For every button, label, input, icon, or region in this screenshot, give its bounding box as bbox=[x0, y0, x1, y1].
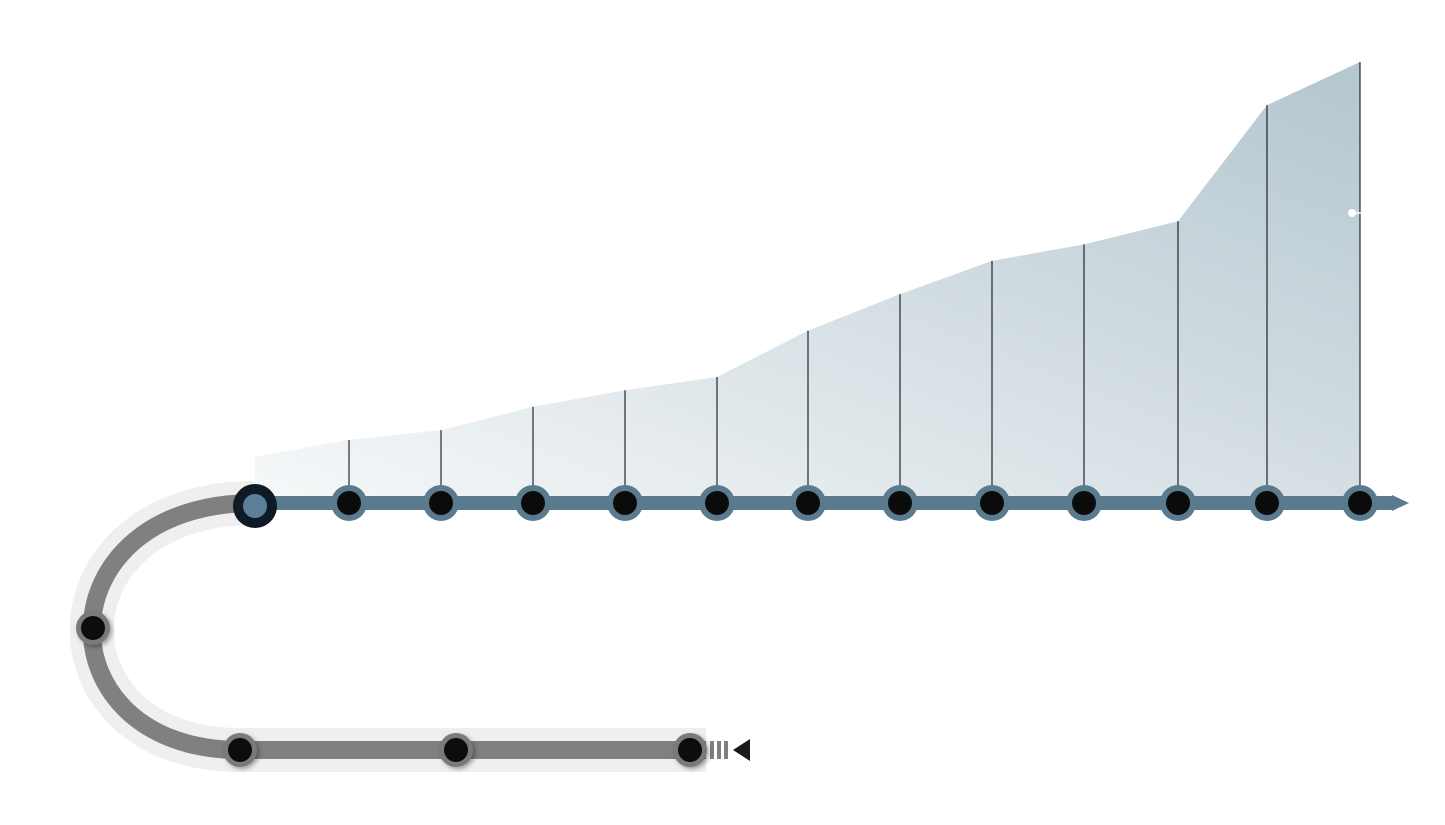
future-node[interactable] bbox=[331, 485, 367, 521]
past-node[interactable] bbox=[76, 611, 110, 645]
past-node-center bbox=[678, 738, 702, 762]
past-end-tick bbox=[724, 741, 728, 759]
future-node-center bbox=[980, 491, 1004, 515]
value-marker bbox=[1348, 209, 1362, 217]
triangle-left-icon bbox=[733, 739, 750, 761]
past-nodes bbox=[76, 611, 707, 767]
past-node[interactable] bbox=[439, 733, 473, 767]
future-node-center bbox=[1166, 491, 1190, 515]
current-node[interactable] bbox=[233, 484, 277, 528]
past-node[interactable] bbox=[673, 733, 707, 767]
past-track-end-ticks bbox=[710, 741, 728, 759]
future-node-center bbox=[1348, 491, 1372, 515]
past-node[interactable] bbox=[223, 733, 257, 767]
future-node[interactable] bbox=[1160, 485, 1196, 521]
past-node-center bbox=[228, 738, 252, 762]
future-node[interactable] bbox=[1342, 485, 1378, 521]
past-node-center bbox=[81, 616, 105, 640]
past-track bbox=[82, 494, 706, 759]
future-node-center bbox=[888, 491, 912, 515]
past-end-tick bbox=[717, 741, 721, 759]
current-node-center bbox=[243, 494, 267, 518]
past-track-glow bbox=[69, 481, 706, 772]
future-node[interactable] bbox=[882, 485, 918, 521]
future-node-center bbox=[337, 491, 361, 515]
triangle-right-icon bbox=[1392, 495, 1409, 511]
past-node-center bbox=[444, 738, 468, 762]
value-stems bbox=[348, 62, 1361, 503]
future-node[interactable] bbox=[423, 485, 459, 521]
future-node[interactable] bbox=[515, 485, 551, 521]
future-node-center bbox=[796, 491, 820, 515]
future-node[interactable] bbox=[699, 485, 735, 521]
future-nodes bbox=[331, 485, 1378, 521]
future-node-center bbox=[705, 491, 729, 515]
past-end-tick bbox=[710, 741, 714, 759]
future-node-center bbox=[521, 491, 545, 515]
past-track-layer bbox=[69, 481, 750, 772]
future-node[interactable] bbox=[1066, 485, 1102, 521]
future-node[interactable] bbox=[607, 485, 643, 521]
future-node[interactable] bbox=[974, 485, 1010, 521]
future-node[interactable] bbox=[790, 485, 826, 521]
future-node-center bbox=[1255, 491, 1279, 515]
future-node-center bbox=[1072, 491, 1096, 515]
future-node-center bbox=[429, 491, 453, 515]
future-node[interactable] bbox=[1249, 485, 1285, 521]
value-area-layer bbox=[255, 62, 1361, 503]
future-node-center bbox=[613, 491, 637, 515]
